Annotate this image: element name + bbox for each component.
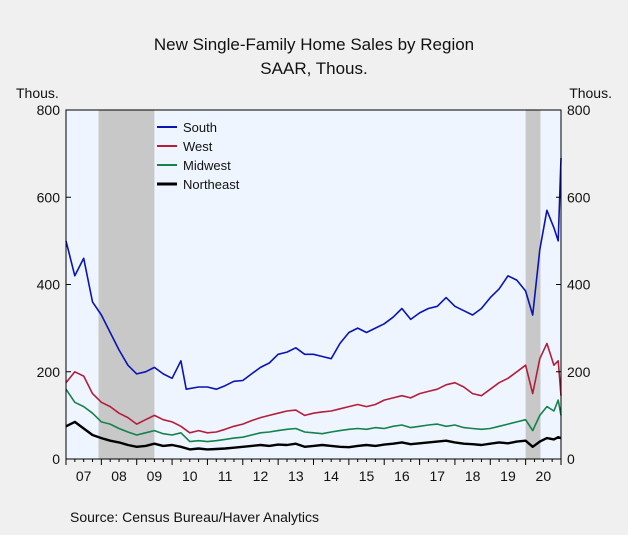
y-axis-left: 0 200 400 600 800 [37, 102, 71, 467]
x-tick-label: 07 [76, 468, 92, 484]
x-tick-label: 14 [323, 468, 339, 484]
y-tick-label-right: 200 [567, 364, 591, 380]
legend-label-south: South [183, 120, 217, 135]
x-tick-label: 20 [536, 468, 552, 484]
legend: South West Midwest Northeast [157, 120, 240, 192]
recession-band-0 [98, 110, 155, 459]
series-line-west [65, 342, 562, 434]
y-tick-label-left: 200 [37, 364, 61, 380]
y-tick-label-left: 400 [37, 277, 61, 293]
x-tick-label: 15 [359, 468, 375, 484]
recession-band-1 [525, 110, 541, 459]
series-line-south [65, 157, 562, 391]
x-tick-label: 17 [429, 468, 445, 484]
series-line-northeast [65, 420, 562, 451]
x-tick-label: 08 [111, 468, 127, 484]
y-tick-label-left: 800 [37, 102, 61, 118]
legend-label-midwest: Midwest [183, 158, 231, 173]
x-tick-label: 16 [394, 468, 410, 484]
chart-subtitle: SAAR, Thous. [260, 59, 367, 78]
x-tick-label: 12 [253, 468, 269, 484]
y-tick-label-right: 600 [567, 189, 591, 205]
x-tick-label: 13 [288, 468, 304, 484]
source-note: Source: Census Bureau/Haver Analytics [70, 509, 319, 525]
legend-label-west: West [183, 139, 213, 154]
x-tick-label: 10 [182, 468, 198, 484]
y-tick-label-right: 800 [567, 102, 591, 118]
recession-bands [98, 110, 541, 459]
legend-label-northeast: Northeast [183, 177, 240, 192]
y-tick-label-left: 600 [37, 189, 61, 205]
series-line-midwest [65, 388, 562, 443]
x-tick-label: 18 [465, 468, 481, 484]
y-axis-label-right: Thous. [569, 85, 612, 101]
y-axis-right: 0 200 400 600 800 [556, 102, 591, 467]
x-axis: 07 08 09 10 11 12 13 14 15 16 17 18 19 20 [65, 459, 562, 484]
y-tick-label-left: 0 [52, 451, 60, 467]
series-lines [65, 157, 562, 451]
x-tick-label: 09 [147, 468, 163, 484]
chart-title: New Single-Family Home Sales by Region [154, 35, 474, 54]
x-tick-label: 19 [500, 468, 516, 484]
y-axis-label-left: Thous. [16, 85, 59, 101]
x-tick-label: 11 [218, 468, 233, 484]
y-tick-label-right: 400 [567, 277, 591, 293]
y-tick-label-right: 0 [567, 451, 575, 467]
